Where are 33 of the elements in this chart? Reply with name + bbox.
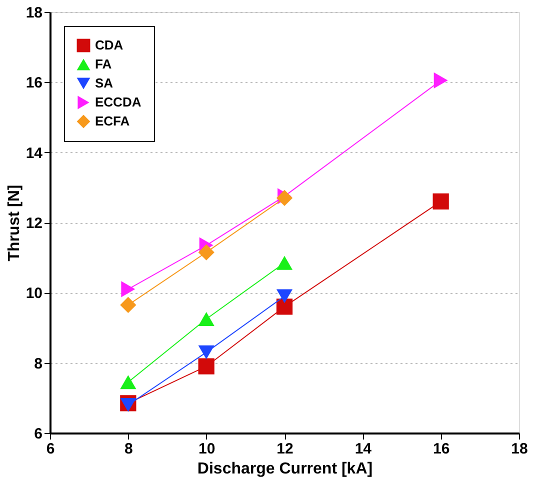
point [198,244,214,260]
y-tick-label: 6 [34,426,42,442]
y-tick-label: 10 [26,285,42,302]
x-tick-label: 6 [46,440,55,458]
point [276,289,293,304]
point [120,296,136,314]
point [434,72,448,88]
point [276,256,293,270]
x-tick-label: 12 [276,440,294,458]
x-tick-label: 14 [354,440,372,458]
point [276,298,293,315]
point [198,358,214,374]
point [120,375,136,390]
x-tick-label: 18 [511,440,528,458]
point [198,345,214,360]
x-axis-title: Discharge Current [kA] [197,460,373,478]
x-tick-label: 16 [432,440,450,458]
x-tick-label: 10 [198,440,216,458]
point [198,312,214,326]
legend-label: SA [95,76,114,90]
y-tick-label: 16 [26,74,42,92]
legend-label: ECCDA [95,94,142,110]
point [121,281,136,298]
y-axis-title: Thrust [N] [6,184,23,262]
point [432,193,449,210]
y-tick-label: 14 [26,144,44,162]
legend-label: CDA [95,38,124,52]
x-tick-label: 8 [124,440,133,458]
legend-label: ECFA [95,114,130,128]
y-tick-label: 18 [26,4,42,22]
y-tick-label: 12 [26,215,42,232]
y-tick-label: 8 [34,355,42,372]
legend-label: FA [95,56,112,72]
